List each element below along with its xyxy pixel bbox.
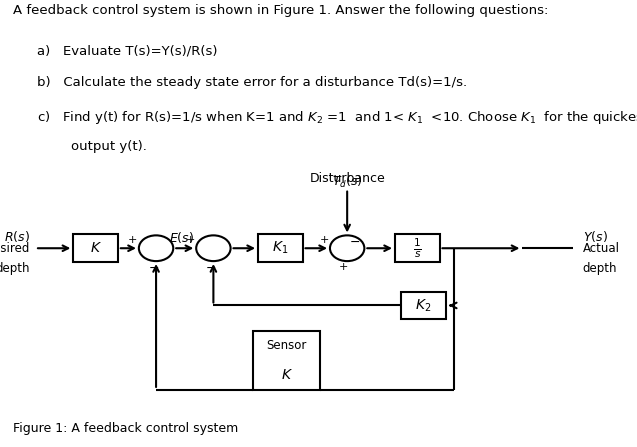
Text: +: + — [185, 236, 195, 245]
Text: $K$: $K$ — [90, 241, 101, 255]
Text: output y(t).: output y(t). — [71, 140, 147, 153]
Text: +: + — [319, 236, 329, 245]
Text: $K$: $K$ — [281, 368, 292, 382]
Text: $K_1$: $K_1$ — [272, 240, 289, 257]
Text: Sensor: Sensor — [266, 339, 307, 352]
Text: $K_2$: $K_2$ — [415, 297, 432, 314]
Circle shape — [196, 236, 231, 261]
Text: a)   Evaluate T(s)=Y(s)/R(s): a) Evaluate T(s)=Y(s)/R(s) — [37, 45, 218, 58]
Text: −: − — [350, 236, 360, 249]
Text: $Y(s)$: $Y(s)$ — [583, 229, 608, 245]
Text: b)   Calculate the steady state error for a disturbance Td(s)=1/s.: b) Calculate the steady state error for … — [37, 76, 468, 89]
Bar — [401, 291, 446, 319]
Text: Desired: Desired — [0, 242, 30, 255]
Circle shape — [139, 236, 173, 261]
Text: Figure 1: A feedback control system: Figure 1: A feedback control system — [13, 422, 238, 435]
Bar — [258, 234, 303, 262]
Text: −: − — [148, 262, 159, 275]
Circle shape — [330, 236, 364, 261]
Text: $R(s)$: $R(s)$ — [4, 229, 30, 245]
Text: A feedback control system is shown in Figure 1. Answer the following questions:: A feedback control system is shown in Fi… — [13, 4, 548, 17]
Text: Disturbance: Disturbance — [310, 172, 385, 185]
Text: depth: depth — [0, 261, 30, 274]
Bar — [395, 234, 440, 262]
Bar — [73, 234, 118, 262]
Text: $\frac{1}{s}$: $\frac{1}{s}$ — [413, 236, 422, 260]
Text: +: + — [339, 262, 348, 272]
Text: Actual: Actual — [583, 242, 620, 255]
Bar — [254, 331, 320, 390]
Text: c)   Find y(t) for R(s)=1/s when K=1 and $K_2$ =1  and 1< $K_1$  <10. Choose $K_: c) Find y(t) for R(s)=1/s when K=1 and $… — [37, 109, 637, 126]
Text: $E(s)$: $E(s)$ — [169, 230, 194, 245]
Text: +: + — [128, 236, 138, 245]
Text: depth: depth — [583, 261, 617, 274]
Text: $T_d(s)$: $T_d(s)$ — [332, 173, 362, 190]
Text: −: − — [206, 262, 216, 275]
